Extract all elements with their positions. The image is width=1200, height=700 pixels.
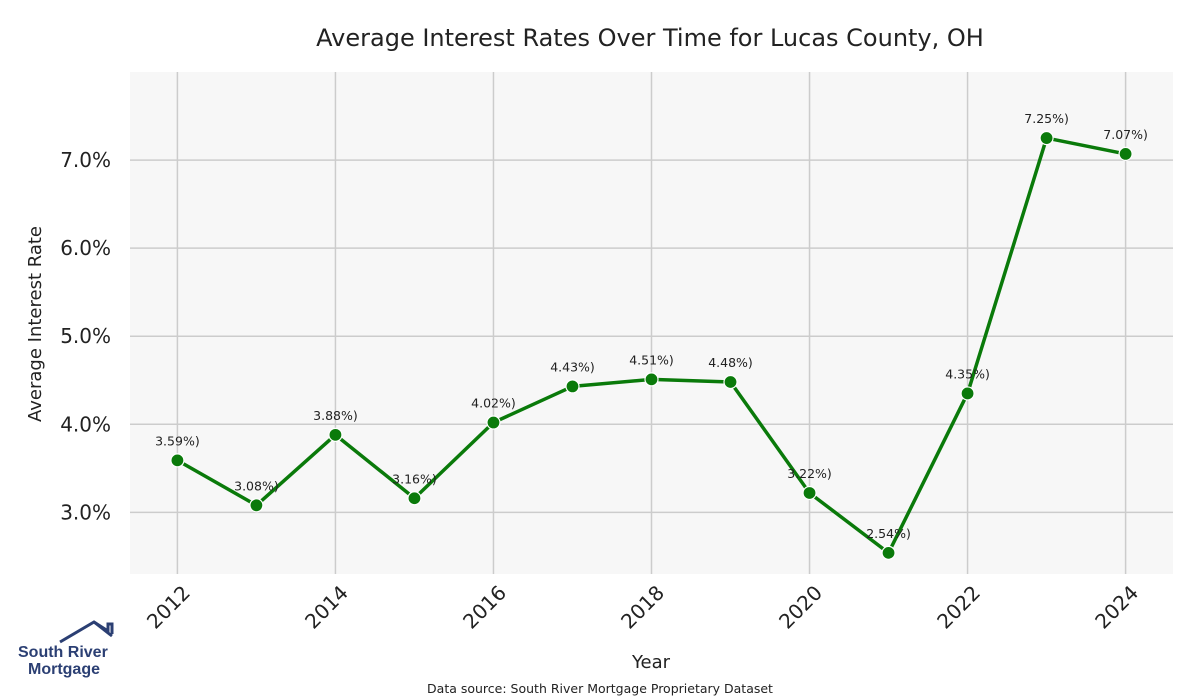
data-label: 3.16%) [392,471,437,486]
data-point [249,498,264,513]
data-point [644,372,659,387]
data-labels: 3.59%) 3.08%) 3.88%) 3.16%) 4.02%) 4.43%) 4.51… [155,111,1148,541]
data-point [170,453,185,468]
data-label: 3.22%) [787,466,832,481]
data-source-note: Data source: South River Mortgage Propri… [427,681,773,696]
logo-line-2: Mortgage [28,661,100,678]
y-tick-label: 7.0% [60,148,111,172]
data-label: 4.48%) [708,355,753,370]
south-river-mortgage-logo: South River Mortgage [18,618,118,680]
data-point [881,545,896,560]
data-point [723,374,738,390]
data-point [486,415,501,430]
chart-title: Average Interest Rates Over Time for Luc… [316,24,984,52]
data-label: 3.59%) [155,433,200,448]
y-tick-label: 3.0% [60,500,111,524]
x-tick-labels: 2012 2014 2016 2018 2020 2022 2024 [142,581,1143,634]
data-point [407,491,422,506]
x-tick-label: 2024 [1090,581,1143,634]
data-point [328,427,343,442]
data-label: 7.25%) [1024,111,1069,126]
data-label: 4.51%) [629,352,674,367]
data-label: 4.35%) [945,366,990,381]
x-axis-label: Year [631,652,671,673]
data-label: 4.43%) [550,359,595,374]
x-tick-label: 2014 [300,581,353,634]
data-point [1118,146,1133,162]
series-line-group [170,130,1133,560]
x-tick-label: 2022 [932,581,985,634]
y-tick-labels: 3.0% 4.0% 5.0% 6.0% 7.0% [60,148,111,524]
data-point [1039,130,1054,146]
data-label: 3.08%) [234,478,279,493]
house-roof-icon [59,620,114,644]
y-axis-label: Average Interest Rate [25,226,46,422]
y-tick-label: 6.0% [60,236,111,260]
y-tick-label: 4.0% [60,412,111,436]
logo-line-1: South River [18,644,108,661]
data-label: 2.54%) [866,526,911,541]
x-tick-label: 2018 [616,581,669,634]
data-point [565,379,580,394]
data-point [960,386,975,401]
y-tick-label: 5.0% [60,324,111,348]
data-label: 3.88%) [313,408,358,423]
x-tick-label: 2020 [774,581,827,634]
x-tick-label: 2012 [142,581,195,634]
data-label: 7.07%) [1103,127,1148,142]
x-tick-label: 2016 [458,581,511,634]
data-point [802,485,817,501]
data-label: 4.02%) [471,396,516,411]
